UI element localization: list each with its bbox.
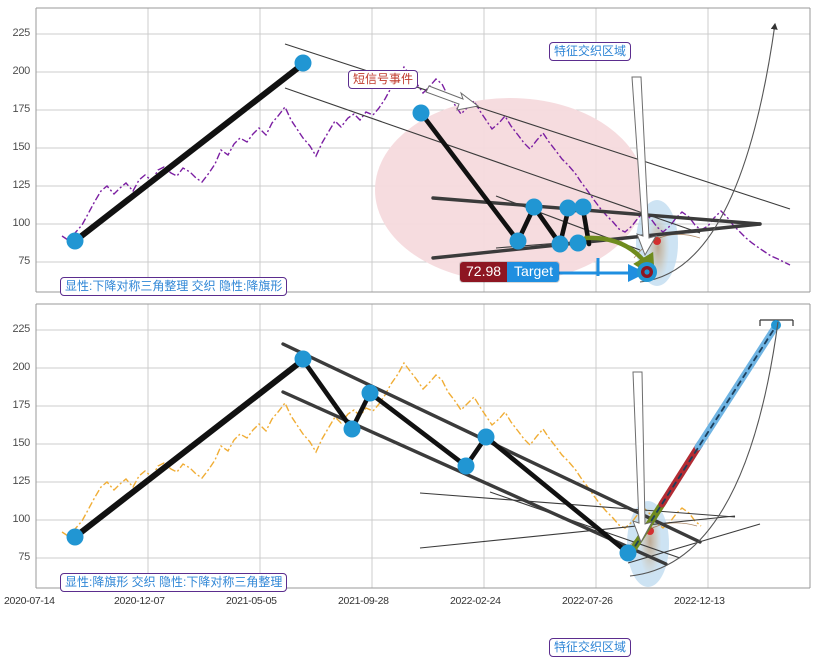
ytick-125-bottom: 125 (12, 475, 31, 487)
target-label: Target (507, 262, 559, 282)
xtick-2: 2021-05-05 (226, 595, 277, 607)
ytick-175-top: 175 (12, 103, 31, 115)
target-value: 72.98 (460, 262, 508, 282)
structure-zigzag-bottom (72, 357, 306, 540)
bottom-panel: 225 200 175 150 125 100 75 特征交织区域 显性:降旗形… (0, 296, 819, 657)
ytick-125-top: 125 (12, 179, 31, 191)
ytick-150-top: 150 (12, 141, 31, 153)
ytick-225-bottom: 225 (12, 323, 31, 335)
pivot-markers-bottom (66, 350, 637, 562)
event-label-top: 短信号事件 (348, 70, 419, 89)
zone-down-arrow (631, 76, 658, 257)
xtick-1: 2020-12-07 (114, 595, 165, 607)
bottom-trendlines (281, 342, 761, 566)
top-panel: 225 200 175 150 125 100 75 短信号事件 特征交织区域 … (0, 0, 819, 296)
legend-top: 显性:下降对称三角整理 交织 隐性:降旗形 (60, 277, 288, 296)
xtick-6: 2022-12-13 (674, 595, 725, 607)
top-panel-canvas (35, 7, 811, 293)
ytick-175-bottom: 175 (12, 399, 31, 411)
target-badge: 72.98 Target (460, 262, 559, 282)
zone-down-arrow-bottom (632, 371, 654, 544)
forecast-ray-bottom (626, 322, 780, 558)
target-bullseye (637, 262, 657, 282)
ytick-200-bottom: 200 (12, 361, 31, 373)
event-direction-arrow (425, 85, 480, 111)
target-measure (556, 258, 646, 282)
zone-red-dot (653, 237, 661, 245)
ytick-150-bottom: 150 (12, 437, 31, 449)
zone-label-top: 特征交织区域 (549, 42, 632, 61)
bottom-panel-canvas (35, 303, 811, 589)
xtick-0: 2020-07-14 (4, 595, 55, 607)
ytick-100-bottom: 100 (12, 513, 31, 525)
xtick-3: 2021-09-28 (338, 595, 389, 607)
bottom-grid (35, 303, 811, 589)
projection-arrow-bottom (629, 321, 779, 577)
ytick-75-bottom: 75 (18, 551, 30, 563)
legend-bottom: 显性:降旗形 交织 隐性:下降对称三角整理 (60, 573, 288, 592)
structure-zigzag-top (72, 61, 306, 244)
xtick-4: 2022-02-24 (450, 595, 501, 607)
ytick-225-top: 225 (12, 27, 31, 39)
structure-zigzag-bottom-2 (300, 357, 631, 556)
ytick-100-top: 100 (12, 217, 31, 229)
xtick-5: 2022-07-26 (562, 595, 613, 607)
pivot-markers-top (66, 54, 592, 253)
ytick-200-top: 200 (12, 65, 31, 77)
ray-end-bracket (759, 319, 794, 326)
zone-label-bottom: 特征交织区域 (549, 638, 632, 657)
ray-end-marker (771, 320, 781, 330)
ytick-75-top: 75 (18, 255, 30, 267)
projection-arrow-top (639, 22, 778, 283)
